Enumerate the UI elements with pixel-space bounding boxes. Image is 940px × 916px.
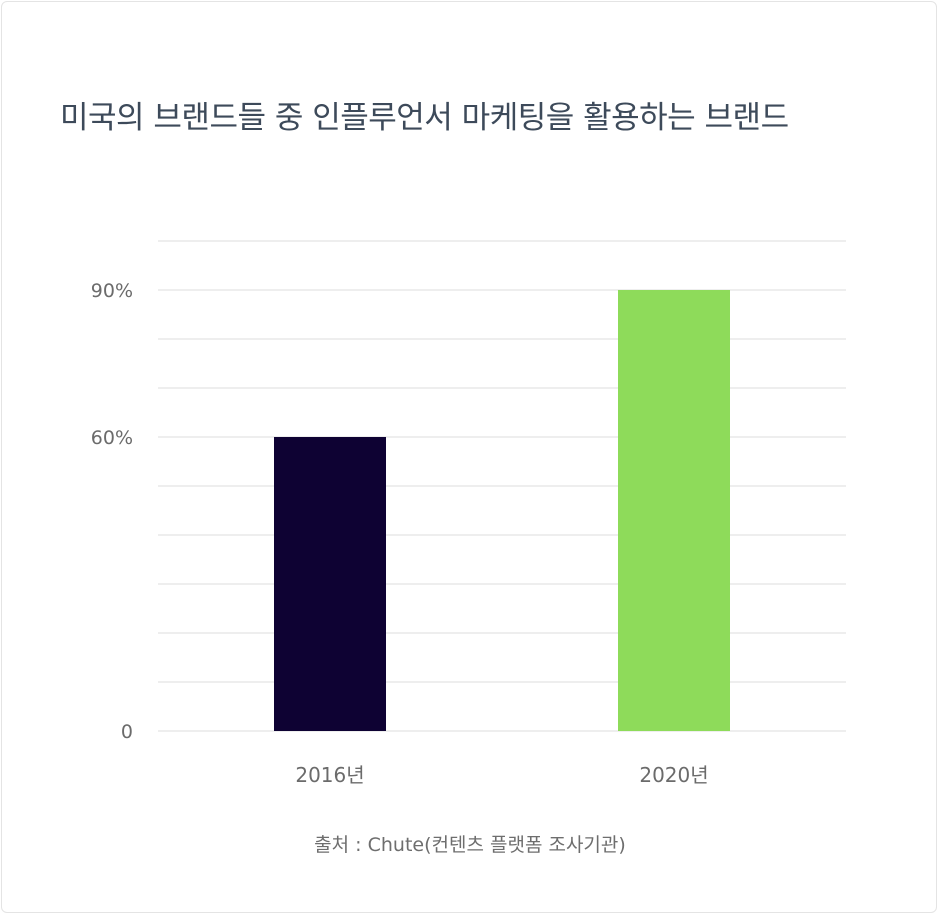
- bar-0: [274, 437, 386, 731]
- chart-title: 미국의 브랜드들 중 인플루언서 마케팅을 활용하는 브랜드: [60, 100, 789, 136]
- y-axis-ticks: 0 60% 90%: [91, 280, 133, 743]
- bars: [274, 290, 730, 731]
- y-tick-label: 0: [121, 721, 133, 743]
- gridlines: [158, 240, 846, 732]
- y-tick-label: 60%: [91, 427, 133, 449]
- source-note: 출처 : Chute(컨텐츠 플랫폼 조사기관): [314, 834, 626, 856]
- x-tick-label: 2020년: [639, 763, 708, 787]
- bar-1: [618, 290, 730, 731]
- x-axis-ticks: 2016년 2020년: [295, 763, 708, 787]
- y-tick-label: 90%: [91, 280, 133, 302]
- x-tick-label: 2016년: [295, 763, 364, 787]
